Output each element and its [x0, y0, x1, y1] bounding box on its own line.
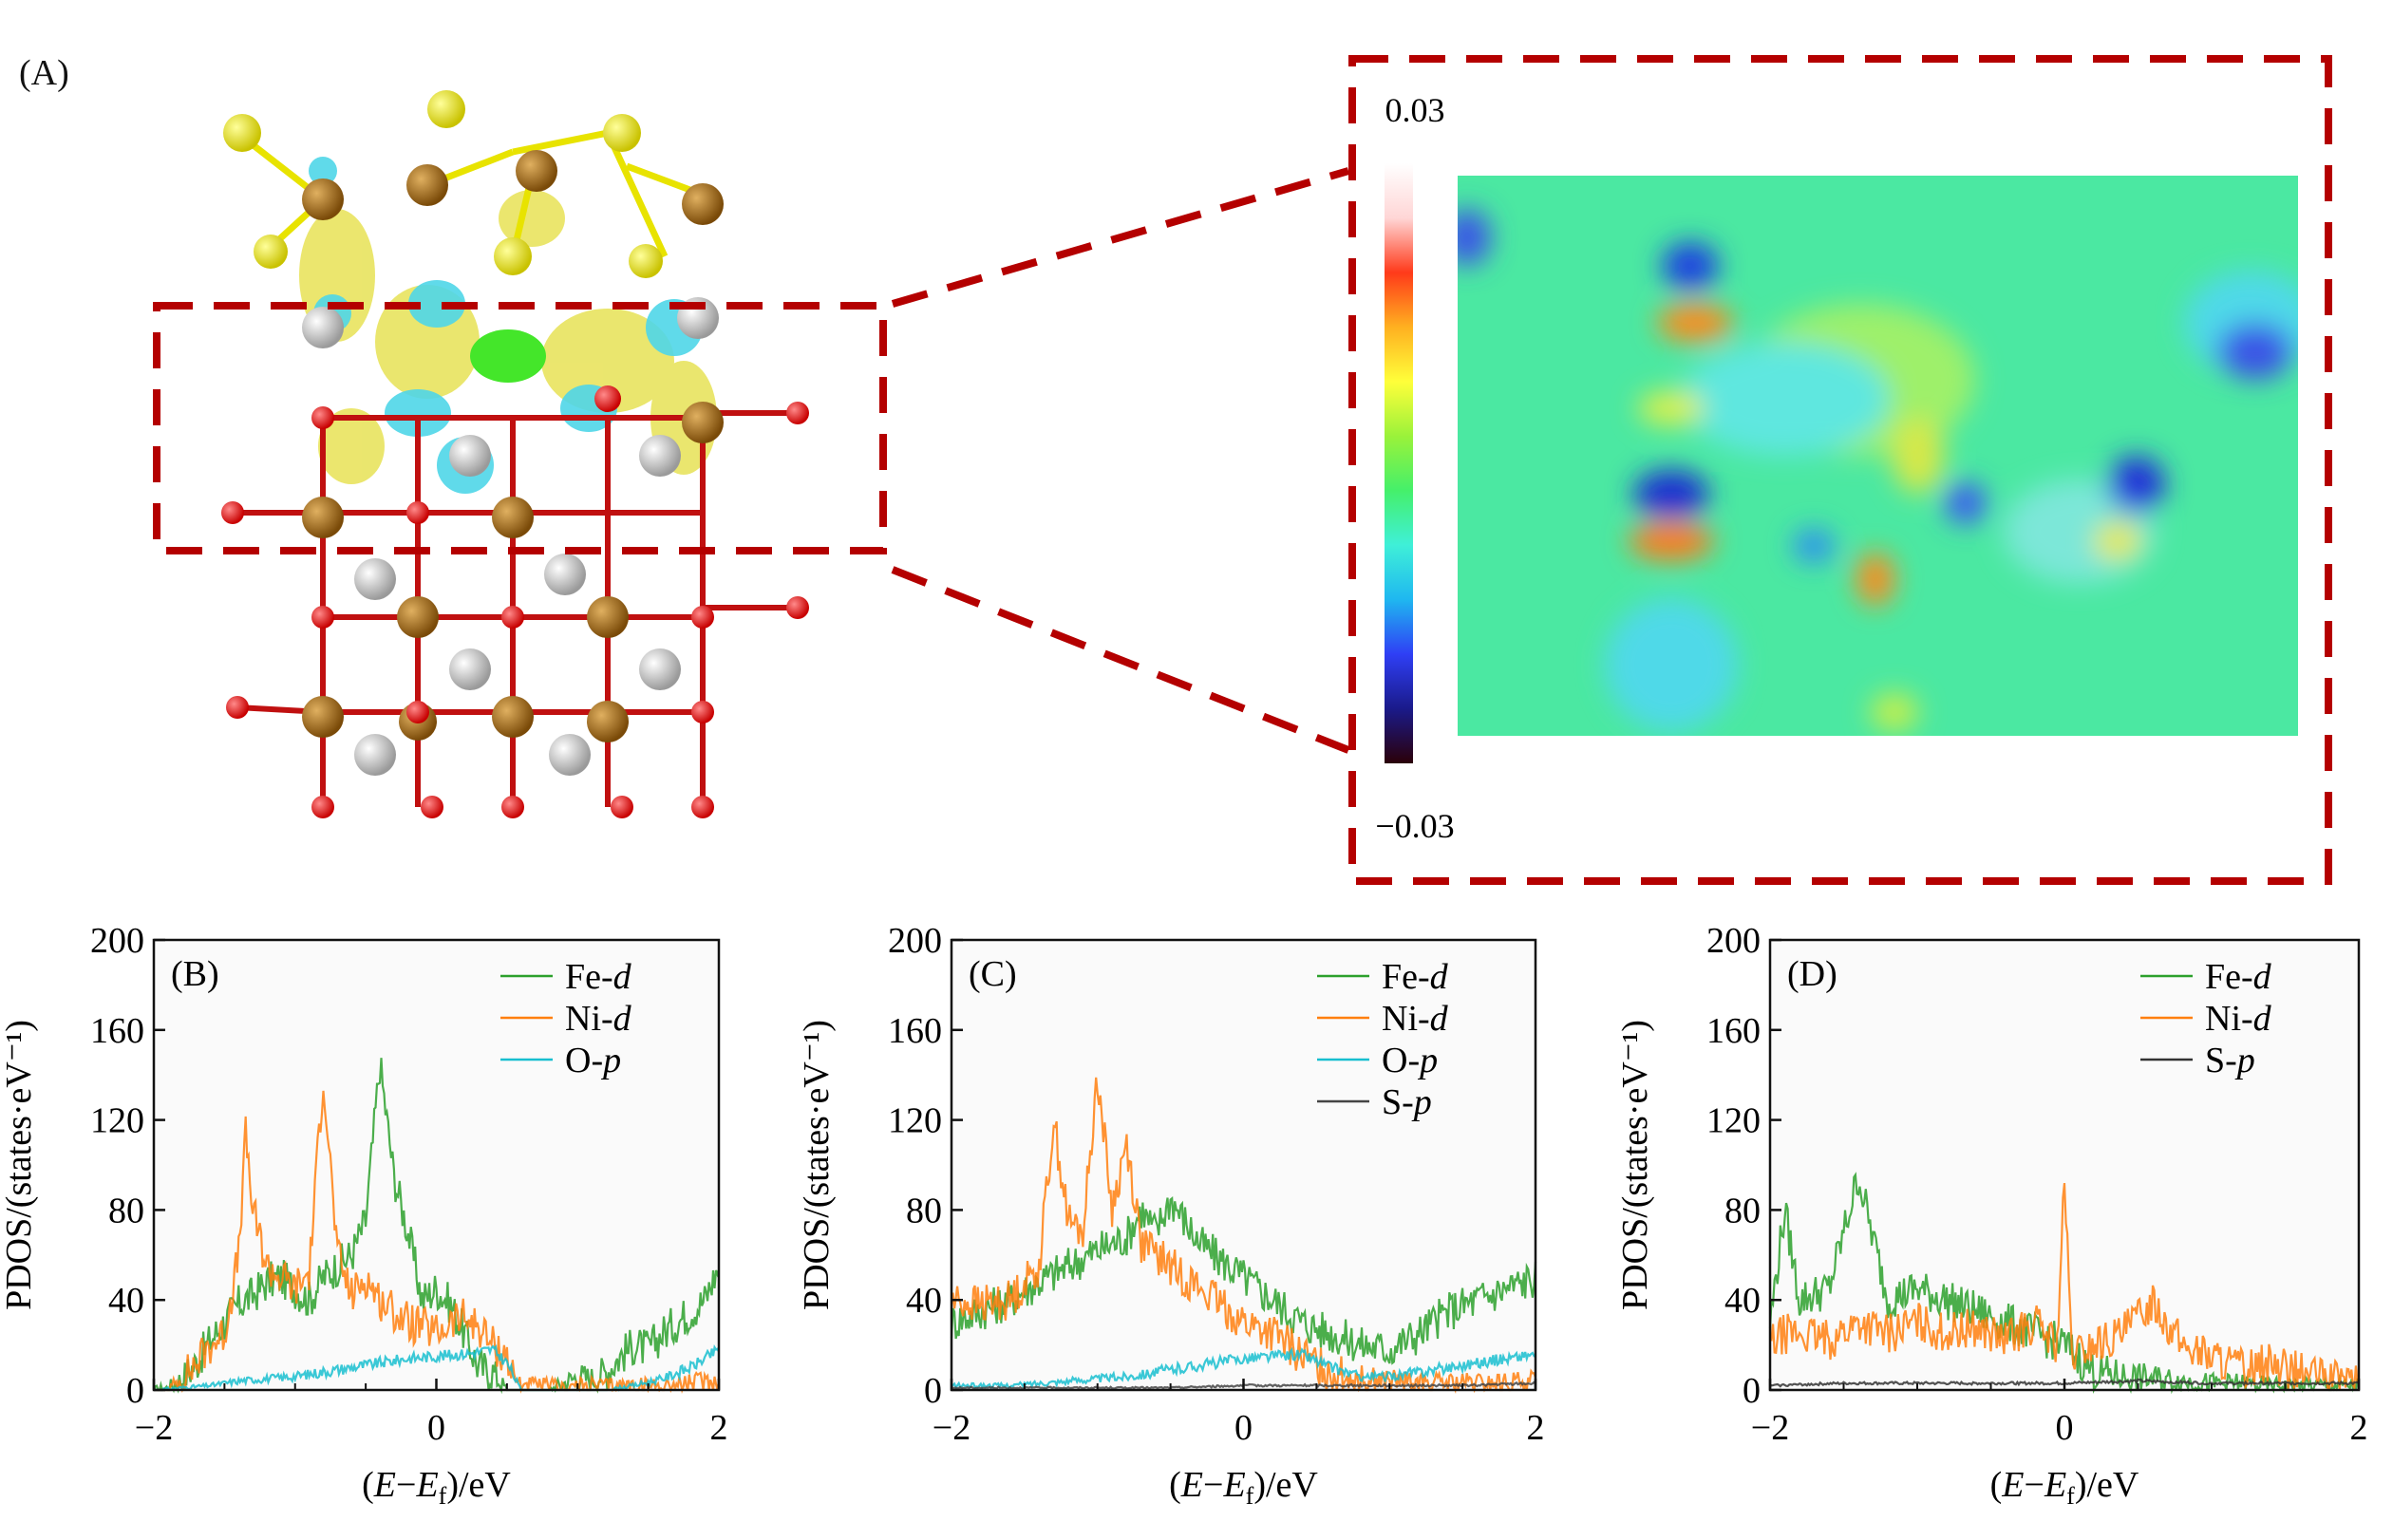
y-tick-label: 80: [1724, 1191, 1761, 1230]
legend-label: Fe-d: [565, 957, 632, 997]
legend-label: Fe-d: [1382, 957, 1449, 997]
x-axis-label: (E−Ef)/eV: [1169, 1465, 1318, 1510]
x-axis-label: (E−Ef)/eV: [362, 1465, 511, 1510]
y-tick-label: 40: [108, 1281, 144, 1321]
y-tick-label: 40: [906, 1281, 942, 1321]
atom-spheres: [221, 90, 809, 818]
series-fed-line: [950, 1195, 1537, 1365]
y-tick-label: 80: [108, 1191, 144, 1230]
colorbar-max-label: 0.03: [1385, 91, 1445, 129]
series-nid-line: [1769, 1182, 2361, 1392]
x-tick-label: 2: [2350, 1408, 2368, 1448]
y-tick-label: 40: [1724, 1281, 1761, 1321]
zoom-line-top: [891, 167, 1350, 308]
legend-label: O-p: [1382, 1041, 1438, 1080]
y-tick-label: 160: [90, 1011, 144, 1051]
series-op-line: [154, 1343, 720, 1392]
x-tick-label: −2: [135, 1408, 173, 1448]
x-tick-label: 0: [2056, 1408, 2074, 1448]
y-axis-label: PDOS/(states·eV⁻¹): [1615, 1020, 1655, 1310]
x-tick-label: −2: [933, 1408, 970, 1448]
y-tick-label: 120: [1706, 1101, 1761, 1141]
legend: Fe-dNi-dO-pS-p: [1317, 957, 1449, 1122]
y-tick-label: 120: [90, 1101, 144, 1141]
y-tick-label: 0: [1743, 1371, 1761, 1411]
series-nid-line: [950, 1077, 1537, 1394]
series-fed-line: [1768, 1172, 2360, 1395]
x-tick-label: −2: [1751, 1408, 1789, 1448]
legend-label: Ni-d: [2205, 999, 2272, 1039]
panel-label: (C): [969, 954, 1017, 994]
x-tick-label: 2: [1527, 1408, 1545, 1448]
y-tick-label: 160: [888, 1011, 942, 1051]
y-tick-label: 0: [126, 1371, 144, 1411]
y-tick-label: 0: [924, 1371, 942, 1411]
green-density-cloud: [470, 329, 546, 383]
series-op-line: [951, 1346, 1536, 1391]
zoom-target-frame: [1348, 55, 2332, 885]
y-tick-label: 120: [888, 1101, 942, 1141]
zoom-source-frame: [153, 302, 887, 554]
y-tick-label: 200: [90, 921, 144, 961]
colorbar: [1385, 163, 1413, 763]
legend-label: Ni-d: [1382, 999, 1449, 1039]
y-axis-label: PDOS/(states·eV⁻¹): [797, 1020, 837, 1310]
panel-a-label: (A): [19, 53, 69, 93]
legend: Fe-dNi-dS-p: [2140, 957, 2272, 1080]
legend-label: Ni-d: [565, 999, 632, 1039]
molecular-structure: [221, 90, 809, 818]
x-tick-label: 2: [710, 1408, 728, 1448]
panel-label: (D): [1787, 954, 1837, 994]
legend-label: O-p: [565, 1041, 621, 1080]
y-tick-label: 200: [888, 921, 942, 961]
y-tick-label: 80: [906, 1191, 942, 1230]
legend-label: S-p: [2205, 1041, 2255, 1080]
x-tick-label: 0: [427, 1408, 445, 1448]
zoom-line-bottom: [891, 566, 1350, 754]
y-tick-label: 160: [1706, 1011, 1761, 1051]
legend-label: S-p: [1382, 1082, 1432, 1122]
series-fed-line: [152, 1058, 721, 1395]
x-tick-label: 0: [1234, 1408, 1253, 1448]
legend: Fe-dNi-dO-p: [500, 957, 632, 1080]
colorbar-min-label: −0.03: [1375, 807, 1454, 845]
y-tick-label: 200: [1706, 921, 1761, 961]
panel-label: (B): [171, 954, 219, 994]
x-axis-label: (E−Ef)/eV: [1990, 1465, 2139, 1510]
legend-label: Fe-d: [2205, 957, 2272, 997]
y-axis-label: PDOS/(states·eV⁻¹): [0, 1020, 39, 1310]
charge-density-map: [1458, 176, 2298, 736]
